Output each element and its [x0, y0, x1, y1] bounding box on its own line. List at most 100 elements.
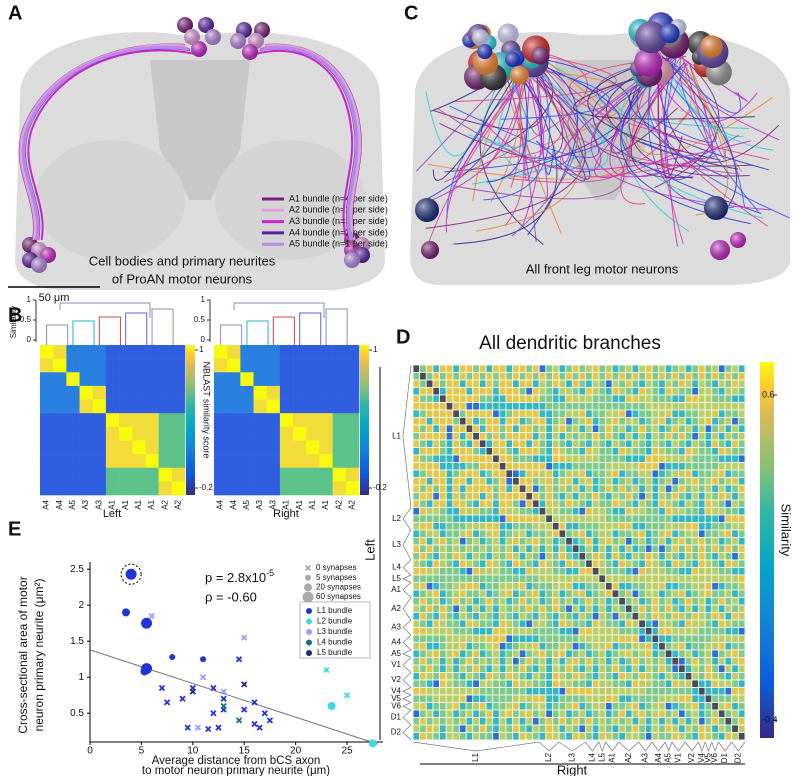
heatmap-cell	[639, 725, 646, 733]
heatmap-cell	[479, 500, 486, 508]
heatmap-cell	[659, 598, 666, 606]
heatmap-cell	[625, 493, 632, 501]
heatmap-cell	[446, 448, 453, 456]
heatmap-cell	[519, 418, 526, 426]
heatmap-cell	[579, 373, 586, 381]
heatmap-cell	[459, 553, 466, 561]
heatmap-cell	[119, 345, 132, 359]
heatmap-cell	[712, 538, 719, 546]
heatmap-cell	[592, 500, 599, 508]
heatmap-cell	[679, 560, 686, 568]
heatmap-cell	[645, 418, 652, 426]
heatmap-cell	[513, 598, 520, 606]
heatmap-cell	[506, 590, 513, 598]
heatmap-cell	[446, 688, 453, 696]
heatmap-cell	[473, 388, 480, 396]
heatmap-cell	[738, 440, 745, 448]
heatmap-cell	[546, 508, 553, 516]
heatmap-cell	[718, 440, 725, 448]
heatmap-cell	[606, 620, 613, 628]
row-bracket	[403, 673, 411, 688]
heatmap-cell	[665, 373, 672, 381]
heatmap-cell	[652, 718, 659, 726]
heatmap-cell	[479, 418, 486, 426]
heatmap-cell	[479, 613, 486, 621]
heatmap-cell	[599, 583, 606, 591]
heatmap-cell	[725, 568, 732, 576]
heatmap-cell	[659, 500, 666, 508]
heatmap-cell	[619, 605, 626, 613]
soma-shade	[704, 196, 728, 220]
heatmap-cell	[306, 440, 319, 454]
col-bracket	[586, 742, 599, 751]
heatmap-cell	[652, 545, 659, 553]
point	[195, 725, 200, 730]
heatmap-cell	[413, 478, 420, 486]
heatmap-cell	[479, 523, 486, 531]
heatmap-cell	[592, 395, 599, 403]
heatmap-cell	[599, 478, 606, 486]
heatmap-cell	[539, 703, 546, 711]
heatmap-cell	[679, 433, 686, 441]
point-cross	[195, 725, 200, 730]
heatmap-cell	[652, 365, 659, 373]
heatmap-cell	[433, 688, 440, 696]
heatmap-cell	[685, 418, 692, 426]
heatmap-cell	[672, 628, 679, 636]
heatmap-cell	[732, 710, 739, 718]
heatmap-cell	[426, 523, 433, 531]
heatmap-cell	[592, 620, 599, 628]
heatmap-cell	[612, 463, 619, 471]
heatmap-cell	[606, 463, 613, 471]
heatmap-cell	[499, 478, 506, 486]
heatmap-cell	[579, 673, 586, 681]
heatmap-cell	[413, 463, 420, 471]
heatmap-cell	[612, 628, 619, 636]
heatmap-cell	[685, 718, 692, 726]
heatmap-cell	[493, 688, 500, 696]
heatmap-cell	[533, 403, 540, 411]
heatmap-cell	[306, 400, 319, 414]
heatmap-cell	[679, 613, 686, 621]
heatmap-cell	[479, 403, 486, 411]
heatmap-cell	[433, 703, 440, 711]
heatmap-cell	[433, 680, 440, 688]
heatmap-cell	[639, 628, 646, 636]
heatmap-cell	[718, 575, 725, 583]
heatmap-cell	[586, 440, 593, 448]
heatmap-cell	[453, 733, 460, 741]
heatmap-cell	[652, 635, 659, 643]
heatmap-cell	[572, 733, 579, 741]
row-bracket	[403, 530, 411, 560]
heatmap-cell	[539, 500, 546, 508]
heatmap-cell	[513, 560, 520, 568]
heatmap-cell	[738, 433, 745, 441]
heatmap-cell	[572, 568, 579, 576]
heatmap-cell	[665, 515, 672, 523]
heatmap-cell	[718, 365, 725, 373]
heatmap-cell	[672, 373, 679, 381]
heatmap-cell	[579, 463, 586, 471]
heatmap-cell	[685, 440, 692, 448]
row-bracket	[403, 688, 411, 696]
heatmap-cell	[453, 538, 460, 546]
heatmap-cell	[738, 388, 745, 396]
heatmap-cell	[586, 658, 593, 666]
heatmap-cell	[539, 650, 546, 658]
heatmap-cell	[579, 500, 586, 508]
point-cross	[242, 707, 247, 712]
heatmap-cell	[513, 380, 520, 388]
heatmap-cell	[539, 718, 546, 726]
heatmap-cell	[639, 733, 646, 741]
heatmap-cell	[692, 695, 699, 703]
heatmap-cell	[559, 650, 566, 658]
heatmap-cell	[566, 373, 573, 381]
scale-bar-label: 50 μm	[39, 292, 70, 304]
heatmap-cell	[453, 598, 460, 606]
heatmap-cell	[413, 523, 420, 531]
heatmap-cell	[227, 427, 240, 441]
heatmap-cell	[433, 590, 440, 598]
heatmap-cell	[579, 493, 586, 501]
heatmap-cell	[586, 493, 593, 501]
heatmap-cell	[645, 493, 652, 501]
